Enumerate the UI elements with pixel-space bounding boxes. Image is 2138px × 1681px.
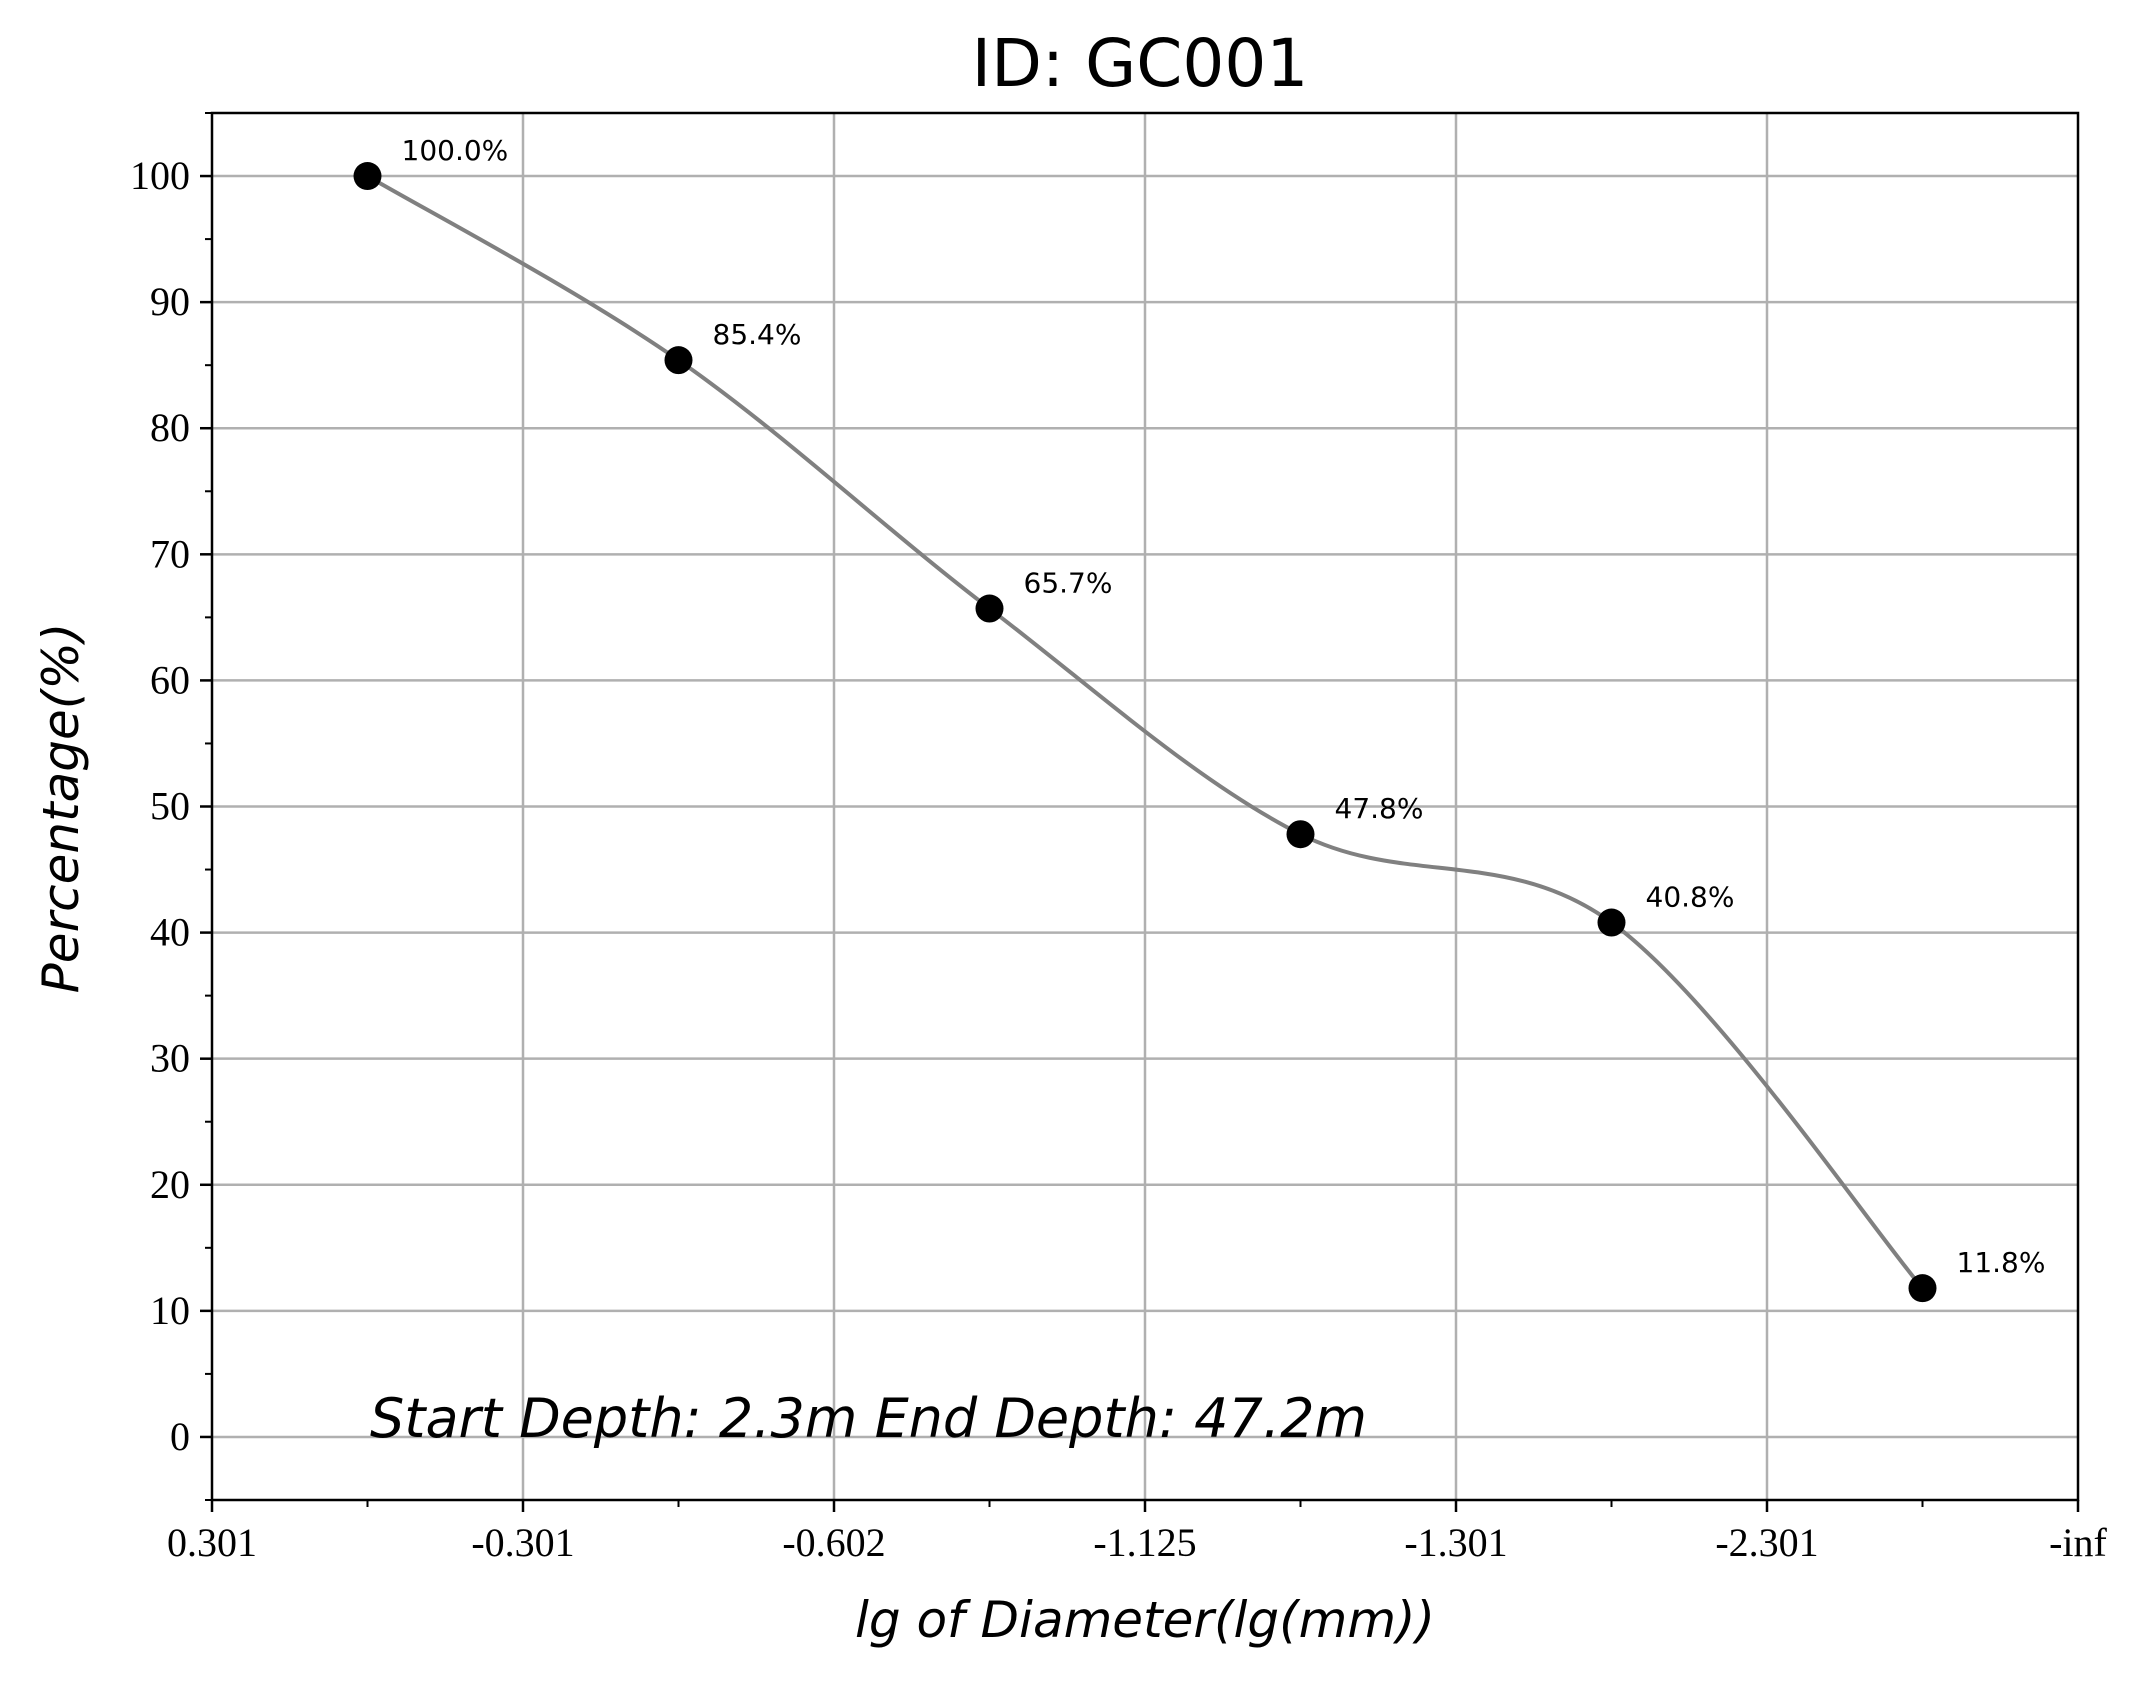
- y-tick-label: 0: [170, 1414, 190, 1459]
- ticks: [200, 112, 2080, 1512]
- data-label: 85.4%: [713, 318, 802, 351]
- series-line: [366, 174, 1925, 1290]
- data-point: [1597, 908, 1626, 937]
- x-tick-label: -inf: [2049, 1520, 2107, 1565]
- y-tick-label: 60: [150, 657, 190, 702]
- data-point: [664, 346, 693, 375]
- x-tick-label: -2.301: [1715, 1520, 1818, 1565]
- depth-annotation: Start Depth: 2.3m End Depth: 47.2m: [370, 1387, 1367, 1450]
- y-tick-label: 90: [150, 279, 190, 324]
- x-tick-label: -1.301: [1404, 1520, 1507, 1565]
- y-axis-label: Percentage(%): [32, 623, 90, 994]
- data-point: [1908, 1274, 1937, 1303]
- tick-labels: 0 10 20 30 40 50 60 70 80 90 100 0.301 -0.301 -0.602 -…: [130, 153, 2108, 1565]
- grid: [212, 113, 2078, 1500]
- x-tick-label: 0.301: [167, 1520, 257, 1565]
- data-point: [353, 162, 382, 191]
- x-tick-label: -0.301: [471, 1520, 574, 1565]
- data-label: 65.7%: [1024, 567, 1113, 600]
- y-tick-label: 20: [150, 1162, 190, 1207]
- x-tick-label: -1.125: [1093, 1520, 1196, 1565]
- data-label: 100.0%: [402, 134, 509, 167]
- markers: [353, 162, 1937, 1303]
- y-tick-label: 70: [150, 531, 190, 576]
- data-label: 11.8%: [1957, 1246, 2046, 1279]
- y-tick-label: 100: [130, 153, 190, 198]
- data-label: 47.8%: [1335, 792, 1424, 825]
- chart-title: ID: GC001: [972, 25, 1309, 102]
- point-labels: 100.0% 85.4% 65.7% 47.8% 40.8% 11.8%: [402, 134, 2046, 1279]
- y-tick-label: 50: [150, 784, 190, 829]
- data-label: 40.8%: [1646, 881, 1735, 914]
- y-tick-label: 40: [150, 910, 190, 955]
- data-point: [1286, 820, 1315, 849]
- y-tick-label: 80: [150, 405, 190, 450]
- y-tick-label: 30: [150, 1036, 190, 1081]
- y-tick-label: 10: [150, 1288, 190, 1333]
- data-point: [975, 594, 1004, 623]
- x-tick-label: -0.602: [782, 1520, 885, 1565]
- x-axis-label: lg of Diameter(lg(mm)): [855, 1591, 1435, 1649]
